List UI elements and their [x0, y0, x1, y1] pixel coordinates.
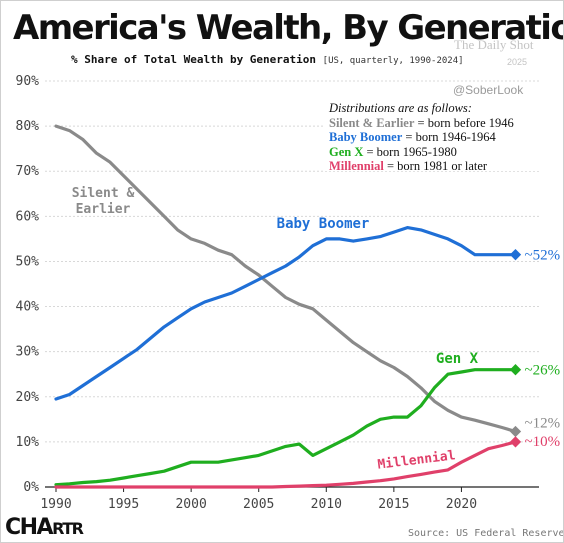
watermark-date: 2025	[507, 57, 528, 67]
legend-key-millennial: Millennial	[329, 159, 384, 173]
legend-key-genx: Gen X	[329, 144, 364, 159]
brand-logo-main: CHA	[5, 515, 54, 540]
legend-row-silent: Silent & Earlier = born before 1946	[329, 116, 541, 131]
legend-desc-millennial: = born 1981 or later	[387, 159, 488, 173]
y-tick-label: 20%	[16, 390, 40, 405]
x-tick-label: 1995	[108, 497, 139, 512]
subtitle-meta: [US, quarterly, 1990-2024]	[322, 56, 464, 66]
series-label-line: Baby Boomer	[277, 216, 370, 232]
series-line-silent	[54, 124, 518, 434]
series-line-millennial	[54, 440, 518, 489]
watermark-publisher: The Daily Shot	[454, 37, 534, 52]
end-label-silent: ~12%	[524, 416, 560, 432]
brand-logo: CHARTR	[5, 515, 84, 540]
x-tick-label: 1990	[40, 497, 71, 512]
series-lines	[54, 124, 522, 489]
legend-desc-boomer: = born 1946-1964	[405, 130, 496, 144]
legend: Distributions are as follows: Silent & E…	[323, 97, 547, 174]
legend-key-boomer: Baby Boomer	[329, 130, 403, 144]
end-label-genx: ~26%	[524, 363, 560, 379]
legend-row-boomer: Baby Boomer = born 1946-1964	[329, 130, 541, 145]
axes: 0% 10% 20% 30% 40% 50% 60% 70% 80% 90% 1990 1995 200…	[16, 74, 539, 512]
subtitle-text: % Share of Total Wealth by Generation	[71, 53, 317, 66]
series-label-line: Gen X	[436, 351, 479, 367]
end-marker-genx	[509, 364, 522, 376]
legend-row-genx: Gen X = born 1965-1980	[329, 145, 541, 160]
end-marker-silent	[509, 425, 522, 438]
x-tick-label: 2010	[311, 497, 342, 512]
series-label-line: Silent &	[72, 186, 135, 201]
y-tick-label: 10%	[16, 435, 40, 450]
x-tick-label: 2000	[175, 497, 206, 512]
brand-logo-small: RTR	[52, 519, 84, 538]
source-note: Source: US Federal Reserve	[408, 528, 564, 539]
legend-desc-silent: = born before 1946	[417, 115, 514, 130]
end-marker-millennial	[509, 436, 522, 448]
series-line-boomer	[54, 226, 518, 401]
series-label-boomer: Baby Boomer	[277, 216, 370, 232]
x-tick-label: 2020	[446, 497, 477, 512]
chart-subtitle: % Share of Total Wealth by Generation [U…	[71, 53, 464, 66]
chart-title: America's Wealth, By Generation	[13, 8, 564, 48]
series-labels: ~12% Silent & Earlier ~52% Baby Boomer ~26% Ge…	[72, 186, 560, 473]
end-label-millennial: ~10%	[524, 434, 560, 450]
legend-heading: Distributions are as follows:	[329, 101, 472, 115]
x-tick-label: 2015	[378, 497, 409, 512]
y-tick-label: 70%	[16, 164, 40, 179]
series-label-silent: Silent & Earlier	[72, 186, 135, 217]
end-marker-boomer	[509, 249, 522, 261]
y-tick-label: 90%	[16, 74, 40, 89]
legend-row-millennial: Millennial = born 1981 or later	[329, 159, 541, 174]
legend-key-silent: Silent & Earlier	[329, 115, 415, 130]
y-tick-label: 0%	[23, 480, 39, 495]
watermark-handle: @SoberLook	[453, 83, 524, 97]
series-line-genx	[54, 368, 518, 487]
series-label-genx: Gen X	[436, 351, 479, 367]
y-tick-label: 30%	[16, 345, 40, 360]
end-label-boomer: ~52%	[524, 248, 560, 264]
legend-desc-genx: = born 1965-1980	[366, 144, 457, 159]
y-tick-label: 50%	[16, 254, 40, 269]
series-label-line: Earlier	[76, 202, 131, 217]
y-tick-label: 60%	[16, 209, 40, 224]
x-tick-label: 2005	[243, 497, 274, 512]
y-tick-label: 80%	[16, 119, 40, 134]
y-tick-label: 40%	[16, 300, 40, 315]
